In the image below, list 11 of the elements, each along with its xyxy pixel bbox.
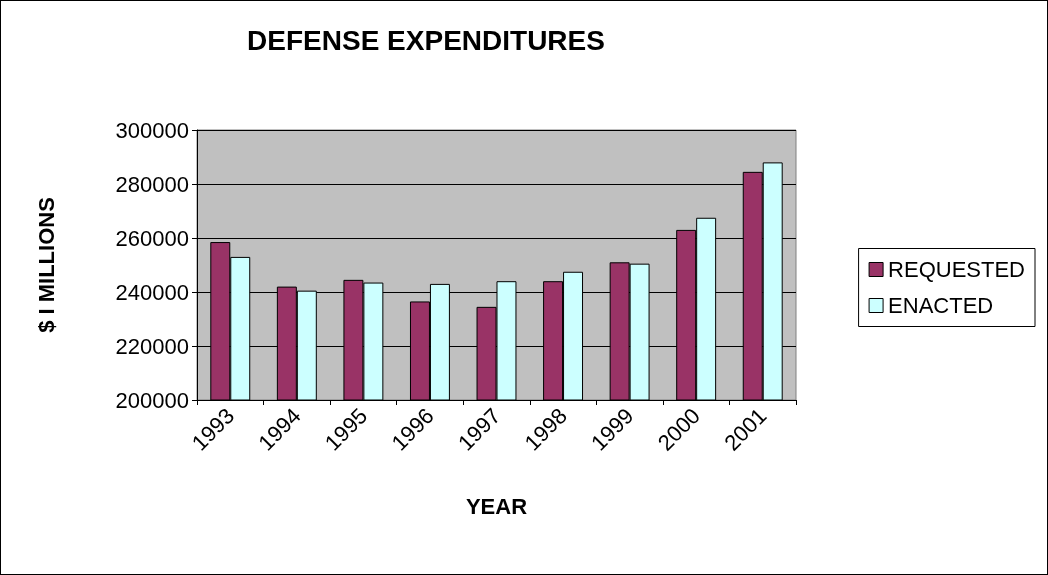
y-tick-label: 260000: [115, 225, 189, 251]
y-axis-title: $ I MILLIONS: [33, 197, 59, 333]
y-tick-label: 220000: [115, 333, 189, 359]
x-axis-title: YEAR: [465, 493, 528, 519]
legend-label: REQUESTED: [888, 257, 1026, 282]
chart-title: DEFENSE EXPENDITURES: [247, 24, 605, 56]
y-tick-label: 200000: [115, 387, 189, 413]
y-tick-label: 300000: [115, 117, 189, 143]
y-tick-label: 240000: [115, 279, 189, 305]
legend-label: ENACTED: [888, 293, 994, 318]
y-tick-label: 280000: [115, 171, 189, 197]
